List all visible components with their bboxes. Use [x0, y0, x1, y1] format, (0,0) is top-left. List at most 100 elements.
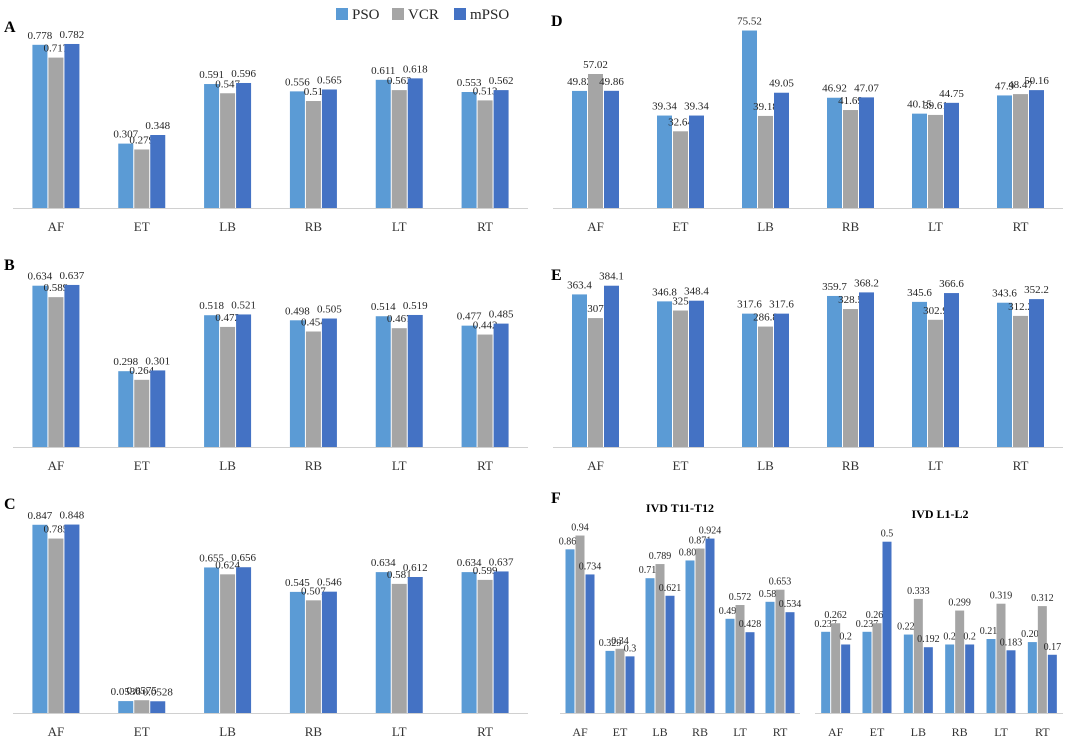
data-label-pso-rt: 0.634: [457, 557, 482, 569]
data-label-vcr-rb: 0.871: [689, 536, 712, 547]
bar-mpso-rb: [321, 318, 337, 447]
bar-vcr-et: [673, 131, 688, 208]
bar-mpso-rt: [493, 571, 509, 713]
bar-pso-et: [657, 301, 672, 447]
data-label-pso-lb: 0.229: [897, 622, 920, 633]
data-label-pso-af: 0.237: [814, 619, 837, 630]
x-tick-label: AF: [48, 724, 65, 739]
bar-mpso-et: [625, 656, 635, 713]
bar-vcr-lb: [913, 598, 923, 713]
x-tick-label: LT: [928, 219, 943, 234]
data-label-mpso-lt: 0.519: [403, 300, 428, 312]
data-label-vcr-lb: 0.333: [907, 586, 930, 597]
data-label-mpso-lt: 0.612: [403, 562, 428, 574]
x-tick-label: LT: [392, 724, 407, 739]
bar-mpso-af: [604, 285, 619, 447]
x-tick-label: AF: [828, 725, 844, 739]
x-tick-label: AF: [587, 219, 604, 234]
data-label-pso-lb: 0.655: [199, 552, 224, 564]
data-label-mpso-rt: 0.534: [779, 599, 802, 610]
bar-pso-rb: [289, 320, 305, 447]
bar-mpso-lb: [236, 82, 252, 208]
bar-vcr-et: [134, 700, 150, 713]
data-label-mpso-et: 0.3: [624, 643, 637, 654]
bar-pso-rb: [685, 560, 695, 713]
data-label-mpso-lb: 0.596: [231, 68, 256, 80]
data-label-vcr-lt: 302.9: [923, 305, 948, 317]
bar-pso-af: [32, 524, 48, 713]
bar-pso-lb: [204, 84, 220, 208]
data-label-mpso-af: 0.2: [839, 631, 852, 642]
x-tick-label: LB: [757, 219, 774, 234]
bar-vcr-et: [615, 648, 625, 713]
x-tick-label: RB: [842, 458, 860, 473]
bar-pso-lt: [725, 618, 735, 713]
legend-swatch-mpso: [454, 8, 466, 20]
x-tick-label: ET: [673, 458, 689, 473]
bar-vcr-rt: [477, 579, 493, 713]
bar-mpso-lt: [944, 102, 959, 208]
data-label-vcr-rb: 0.51: [304, 86, 323, 98]
data-label-mpso-lt: 44.75: [939, 88, 964, 100]
data-label-pso-af: 0.847: [28, 510, 53, 522]
data-label-pso-rb: 0.556: [285, 76, 310, 88]
data-label-vcr-rt: 0.442: [473, 320, 498, 332]
data-label-mpso-rb: 0.565: [317, 74, 342, 86]
bar-pso-lt: [375, 79, 391, 209]
panel-label-a: A: [4, 19, 16, 36]
data-label-pso-af: 0.867: [559, 536, 582, 547]
data-label-mpso-et: 348.4: [684, 286, 709, 298]
bar-pso-et: [605, 650, 615, 713]
data-label-pso-rt: 0.207: [1021, 629, 1044, 640]
data-label-mpso-lt: 0.428: [739, 619, 762, 630]
data-label-mpso-af: 0.848: [60, 510, 85, 522]
data-label-vcr-et: 0.34: [611, 636, 629, 647]
bar-mpso-rb: [705, 538, 715, 713]
data-label-mpso-rt: 0.562: [489, 75, 514, 87]
bar-pso-lt: [912, 113, 927, 208]
data-label-mpso-rt: 352.2: [1024, 284, 1049, 296]
data-label-pso-lb: 0.518: [199, 300, 224, 312]
data-label-pso-lb: 0.714: [639, 565, 662, 576]
bar-mpso-af: [64, 43, 80, 208]
data-label-mpso-et: 0.5: [881, 529, 894, 540]
bar-pso-lt: [912, 301, 927, 447]
data-label-pso-et: 0.307: [113, 129, 138, 141]
data-label-mpso-lb: 317.6: [769, 299, 794, 311]
data-label-mpso-lb: 0.192: [917, 634, 940, 645]
data-label-vcr-et: 0.279: [129, 134, 154, 146]
data-label-pso-rb: 359.7: [822, 281, 847, 293]
x-tick-label: LT: [733, 725, 747, 739]
data-label-vcr-rb: 0.299: [948, 598, 971, 609]
bar-pso-rb: [289, 91, 305, 208]
bar-mpso-rt: [1029, 299, 1044, 447]
bar-vcr-lt: [996, 603, 1006, 713]
subplot-title: IVD L1-L2: [911, 507, 968, 521]
bar-pso-rb: [945, 644, 955, 713]
bar-mpso-et: [150, 370, 166, 447]
data-label-pso-rt: 0.477: [457, 311, 482, 323]
panel-f2: IVD L1-L2AF0.2370.2620.2ET0.2370.2620.5L…: [814, 507, 1063, 739]
data-label-vcr-rt: 0.513: [473, 85, 498, 97]
data-label-pso-rt: 343.6: [992, 288, 1017, 300]
bar-vcr-rt: [1013, 94, 1028, 208]
data-label-mpso-lt: 366.6: [939, 278, 964, 290]
x-tick-label: LT: [928, 458, 943, 473]
x-tick-label: ET: [673, 219, 689, 234]
x-tick-label: RB: [305, 219, 323, 234]
legend-label-vcr: VCR: [408, 7, 439, 23]
x-tick-label: LT: [994, 725, 1008, 739]
data-label-mpso-rb: 0.2: [963, 631, 976, 642]
x-tick-label: RT: [477, 724, 493, 739]
data-label-mpso-lb: 0.621: [659, 583, 682, 594]
bar-vcr-rb: [695, 548, 705, 713]
x-tick-label: AF: [48, 458, 65, 473]
data-label-vcr-et: 325: [672, 296, 689, 308]
bar-vcr-rt: [477, 334, 493, 447]
x-tick-label: ET: [134, 219, 150, 234]
data-label-vcr-et: 0.0575: [127, 685, 158, 697]
bar-pso-lt: [375, 572, 391, 713]
data-label-mpso-rb: 0.546: [317, 577, 342, 589]
data-label-pso-rb: 0.808: [679, 547, 702, 558]
bar-mpso-lb: [923, 647, 933, 713]
